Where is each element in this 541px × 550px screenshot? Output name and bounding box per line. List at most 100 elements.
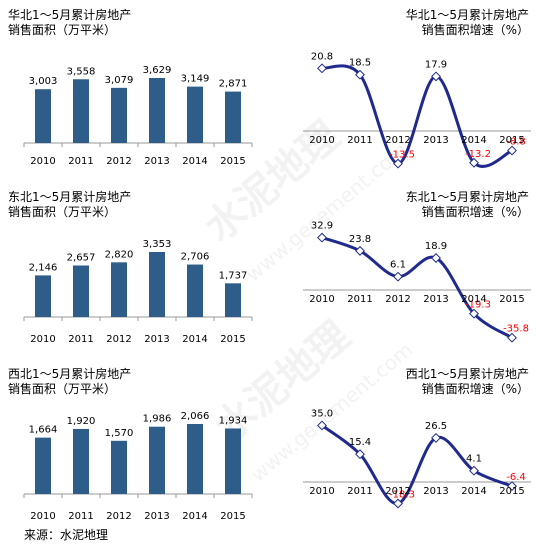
series-line — [321, 236, 513, 340]
data-label: 2,066 — [181, 411, 210, 422]
data-point — [431, 432, 441, 443]
chart-title: 华北1～5月累计房地产 销售面积（万平米） — [8, 8, 131, 38]
line-chart: 20.8 2010 18.5 2011 -13.5 2012 17.9 2013 -13.2 20… — [303, 51, 531, 169]
bar — [149, 426, 165, 494]
data-point — [507, 481, 517, 492]
bar — [35, 89, 51, 143]
x-tick-label: 2011 — [68, 156, 93, 167]
data-label: 3,558 — [67, 66, 96, 77]
x-tick-label: 2012 — [106, 156, 131, 167]
x-tick-label: 2015 — [220, 156, 245, 167]
x-tick-label: 2010 — [309, 486, 334, 497]
bar — [225, 91, 241, 143]
data-label: 1,737 — [219, 270, 248, 281]
bar — [225, 428, 241, 494]
line-chart: 32.9 2010 23.8 2011 6.1 2012 18.9 2013 -19.32014… — [303, 221, 531, 343]
bar-chart: 1,664 2010 1,920 2011 1,570 2012 1,986 2013 2,06… — [23, 411, 253, 522]
data-label: 26.5 — [425, 421, 447, 432]
x-tick-label: 2013 — [423, 294, 448, 305]
data-label: 18.9 — [425, 241, 447, 252]
data-label: 1,664 — [29, 425, 58, 436]
data-label: 15.4 — [349, 437, 371, 448]
data-point — [469, 308, 479, 319]
data-point — [355, 245, 365, 256]
bar — [187, 264, 203, 317]
data-label: 32.9 — [311, 221, 333, 232]
bar-chart: 2,146 2010 2,657 2011 2,820 2012 3,353 2013 2,70… — [23, 239, 253, 345]
data-point — [393, 271, 403, 282]
data-label: -13.2 — [465, 149, 491, 160]
bar — [149, 252, 165, 317]
x-tick-label: 2012 — [385, 294, 410, 305]
x-tick-label: 2011 — [68, 334, 93, 345]
data-label: -6.4 — [506, 472, 526, 483]
data-point — [507, 145, 517, 156]
chart-title: 西北1～5月累计房地产 销售面积（万平米） — [8, 367, 131, 397]
data-label: 4.1 — [466, 454, 482, 465]
x-tick-label: 2012 — [106, 334, 131, 345]
x-tick-label: 2013 — [423, 135, 448, 146]
bar — [187, 424, 203, 494]
data-point — [507, 332, 517, 343]
data-point — [317, 420, 327, 431]
chart-title-line: 销售面积（万平米） — [8, 23, 117, 37]
data-label: 23.8 — [349, 234, 371, 245]
data-label: 1,570 — [105, 428, 134, 439]
data-label: 2,706 — [181, 252, 210, 263]
x-tick-label: 2010 — [30, 156, 55, 167]
data-point — [431, 71, 441, 82]
data-point — [469, 157, 479, 168]
chart-northwest-growth: 西北1～5月累计房地产 销售面积增速（%） 35.0 2010 15.4 2011 -1… — [271, 355, 541, 525]
bar — [149, 78, 165, 143]
data-label: 2,820 — [105, 249, 134, 260]
x-tick-label: 2010 — [30, 511, 55, 522]
x-tick-label: 2014 — [461, 486, 486, 497]
chart-title-line: 东北1～5月累计房地产 — [405, 190, 529, 204]
chart-title-line: 销售面积（万平米） — [8, 382, 117, 396]
chart-title-line: 西北1～5月累计房地产 — [405, 367, 529, 381]
chart-northeast-growth: 东北1～5月累计房地产 销售面积增速（%） 32.9 2010 23.8 2011 6.… — [271, 180, 541, 355]
x-tick-label: 2010 — [30, 334, 55, 345]
data-point — [431, 253, 441, 263]
data-label: 3,003 — [29, 76, 58, 87]
x-tick-label: 2013 — [423, 486, 448, 497]
data-label: 2,146 — [29, 262, 58, 273]
bar — [35, 275, 51, 317]
x-tick-label: 2012 — [106, 511, 131, 522]
data-point — [469, 465, 479, 476]
chart-title: 西北1～5月累计房地产 销售面积增速（%） — [406, 367, 529, 397]
data-label: 1,920 — [67, 416, 96, 427]
x-tick-label: 2011 — [347, 294, 372, 305]
chart-northeast-area: 东北1～5月累计房地产 销售面积（万平米） 2,146 2010 2,657 2011… — [0, 180, 270, 355]
data-label: 6.1 — [390, 260, 406, 271]
data-label: 17.9 — [425, 59, 447, 70]
data-point — [355, 69, 365, 80]
data-label: -19.3 — [465, 300, 491, 311]
bar — [35, 437, 51, 494]
chart-title: 东北1～5月累计房地产 销售面积增速（%） — [406, 190, 529, 220]
data-point — [317, 63, 327, 74]
data-label: 35.0 — [311, 408, 333, 419]
data-point — [393, 158, 403, 169]
data-label: -18.3 — [389, 490, 415, 501]
data-label: 3,149 — [181, 74, 210, 85]
x-tick-label: 2013 — [144, 334, 169, 345]
data-point — [355, 449, 365, 460]
x-tick-label: 2012 — [385, 135, 410, 146]
chart-title: 东北1～5月累计房地产 销售面积（万平米） — [8, 190, 131, 220]
chart-title-line: 销售面积增速（%） — [421, 382, 529, 396]
x-tick-label: 2015 — [499, 486, 524, 497]
chart-title-line: 销售面积（万平米） — [8, 205, 117, 219]
data-point — [393, 498, 403, 509]
bar — [111, 262, 127, 317]
data-point — [317, 232, 327, 243]
data-label: 3,353 — [143, 239, 172, 250]
x-tick-label: 2015 — [499, 294, 524, 305]
x-tick-label: 2014 — [182, 511, 207, 522]
data-label: 3,629 — [143, 65, 172, 76]
chart-title-line: 华北1～5月累计房地产 — [8, 8, 132, 22]
bar — [73, 265, 89, 317]
bar — [73, 79, 89, 143]
data-label: 1,934 — [219, 415, 248, 426]
chart-north-china-area: 华北1～5月累计房地产 销售面积（万平米） 3,003 2010 3,558 2011… — [0, 0, 270, 180]
